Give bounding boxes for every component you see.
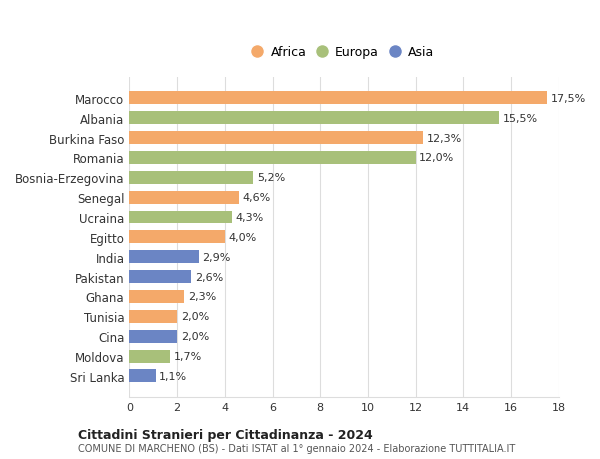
Text: 1,7%: 1,7% (173, 351, 202, 361)
Text: 12,3%: 12,3% (427, 133, 461, 143)
Text: 2,0%: 2,0% (181, 331, 209, 341)
Text: 2,9%: 2,9% (202, 252, 230, 262)
Bar (130, 132, 423, 145)
Text: 2,3%: 2,3% (188, 292, 216, 302)
Text: 1,1%: 1,1% (159, 371, 187, 381)
Legend: Africa, Europa, Asia: Africa, Europa, Asia (250, 42, 438, 63)
Bar (130, 92, 547, 105)
Text: 17,5%: 17,5% (550, 94, 586, 104)
Text: 12,0%: 12,0% (419, 153, 454, 163)
Text: 4,6%: 4,6% (242, 193, 271, 203)
Bar (130, 330, 177, 343)
Bar (130, 291, 184, 303)
Text: Cittadini Stranieri per Cittadinanza - 2024: Cittadini Stranieri per Cittadinanza - 2… (78, 428, 373, 442)
Bar (130, 172, 253, 185)
Bar (130, 251, 199, 263)
Text: 2,0%: 2,0% (181, 312, 209, 322)
Text: COMUNE DI MARCHENO (BS) - Dati ISTAT al 1° gennaio 2024 - Elaborazione TUTTITALI: COMUNE DI MARCHENO (BS) - Dati ISTAT al … (78, 443, 515, 453)
Bar (130, 350, 170, 363)
Bar (130, 369, 155, 382)
Text: 2,6%: 2,6% (195, 272, 223, 282)
Bar (130, 211, 232, 224)
Text: 5,2%: 5,2% (257, 173, 285, 183)
Text: 15,5%: 15,5% (503, 113, 538, 123)
Bar (130, 191, 239, 204)
Text: 4,0%: 4,0% (229, 232, 257, 242)
Bar (130, 231, 225, 244)
Bar (130, 270, 191, 284)
Bar (130, 151, 416, 164)
Bar (130, 310, 177, 323)
Text: 4,3%: 4,3% (236, 213, 264, 223)
Bar (130, 112, 499, 125)
